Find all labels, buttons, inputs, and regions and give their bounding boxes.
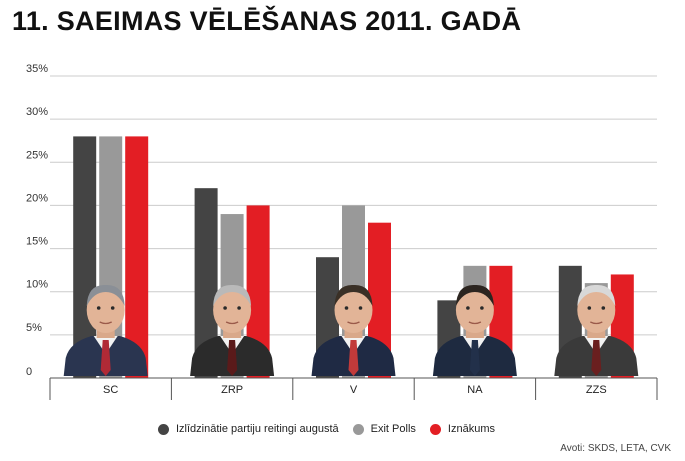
portrait-eye bbox=[358, 306, 363, 310]
legend-label-rating: Izlīdzinātie partiju reitingi augustā bbox=[176, 423, 339, 435]
person-portrait-icon bbox=[190, 284, 275, 376]
legend-swatch-result bbox=[429, 423, 441, 435]
legend-label-exit-polls: Exit Polls bbox=[370, 423, 416, 435]
portrait-eye bbox=[480, 306, 484, 310]
person-portrait-icon bbox=[63, 284, 148, 376]
portrait-head bbox=[577, 287, 616, 333]
legend: Izlīdzinātie partiju reitingi augustā Ex… bbox=[158, 423, 509, 435]
y-tick-label: 10% bbox=[26, 279, 48, 291]
portrait-head bbox=[86, 287, 125, 333]
person-portrait-icon bbox=[554, 284, 639, 376]
x-tick-label-na: NA bbox=[467, 384, 483, 396]
portrait-eye bbox=[96, 306, 101, 310]
portrait-hair bbox=[577, 284, 616, 306]
legend-label-result: Iznākums bbox=[447, 423, 495, 435]
portrait-tie bbox=[227, 340, 238, 376]
portrait-tie bbox=[469, 340, 480, 376]
portrait-eye bbox=[344, 306, 349, 310]
source-note: Avoti: SKDS, LETA, CVK bbox=[560, 443, 671, 454]
y-tick-label: 25% bbox=[26, 149, 48, 161]
portrait-mouth bbox=[225, 321, 239, 325]
portrait-hair bbox=[334, 284, 373, 306]
portrait-head bbox=[455, 287, 494, 333]
y-tick-label: 0 bbox=[26, 366, 32, 378]
portrait-mouth bbox=[347, 321, 360, 325]
chart-title: 11. SAEIMAS VĒLĒŠANAS 2011. GADĀ bbox=[12, 6, 522, 36]
x-tick-label-sc: SC bbox=[103, 384, 118, 396]
bar-sc-series-3 bbox=[125, 136, 149, 378]
x-tick-label-v: V bbox=[350, 384, 358, 396]
legend-swatch-rating bbox=[158, 423, 169, 435]
portrait-tie bbox=[100, 340, 111, 376]
portrait-hair bbox=[455, 284, 494, 306]
portrait-eye bbox=[601, 306, 606, 310]
x-tick-label-zzs: ZZS bbox=[586, 384, 607, 396]
portrait-eye bbox=[237, 306, 241, 310]
y-tick-label: 35% bbox=[26, 63, 48, 75]
portrait-hair bbox=[213, 284, 252, 306]
portrait-eye bbox=[223, 306, 227, 310]
person-portrait-icon bbox=[432, 284, 517, 376]
x-axis: SC ZRP V NA ZZS bbox=[49, 377, 658, 400]
portrait-tie bbox=[348, 340, 359, 376]
portrait-mouth bbox=[99, 321, 112, 325]
y-tick-label: 15% bbox=[26, 236, 48, 248]
y-tick-label: 30% bbox=[26, 106, 48, 118]
portrait-eye bbox=[587, 306, 592, 310]
person-portrait-icon bbox=[311, 284, 396, 376]
y-tick-label: 20% bbox=[26, 192, 48, 204]
portrait-head bbox=[213, 287, 252, 333]
legend-swatch-exit-polls bbox=[352, 423, 364, 435]
legend-item-exit-polls: Exit Polls bbox=[352, 423, 416, 435]
portrait-hair bbox=[86, 284, 125, 306]
y-tick-label: 5% bbox=[26, 322, 42, 334]
portrait-tie bbox=[591, 340, 602, 376]
portrait-eye bbox=[110, 306, 115, 310]
portraits bbox=[63, 284, 639, 376]
bar-zrp-series-1 bbox=[194, 188, 218, 378]
portrait-mouth bbox=[590, 321, 603, 325]
legend-item-rating: Izlīdzinātie partiju reitingi augustā bbox=[158, 423, 339, 435]
legend-item-result: Iznākums bbox=[429, 423, 495, 435]
y-axis-ticks: 0 5% 10% 15% 20% 25% 30% 35% bbox=[26, 63, 48, 378]
x-tick-label-zrp: ZRP bbox=[221, 384, 243, 396]
portrait-eye bbox=[466, 306, 470, 310]
portrait-mouth bbox=[468, 321, 482, 325]
portrait-head bbox=[334, 287, 373, 333]
bar-zrp-series-3 bbox=[246, 205, 270, 378]
